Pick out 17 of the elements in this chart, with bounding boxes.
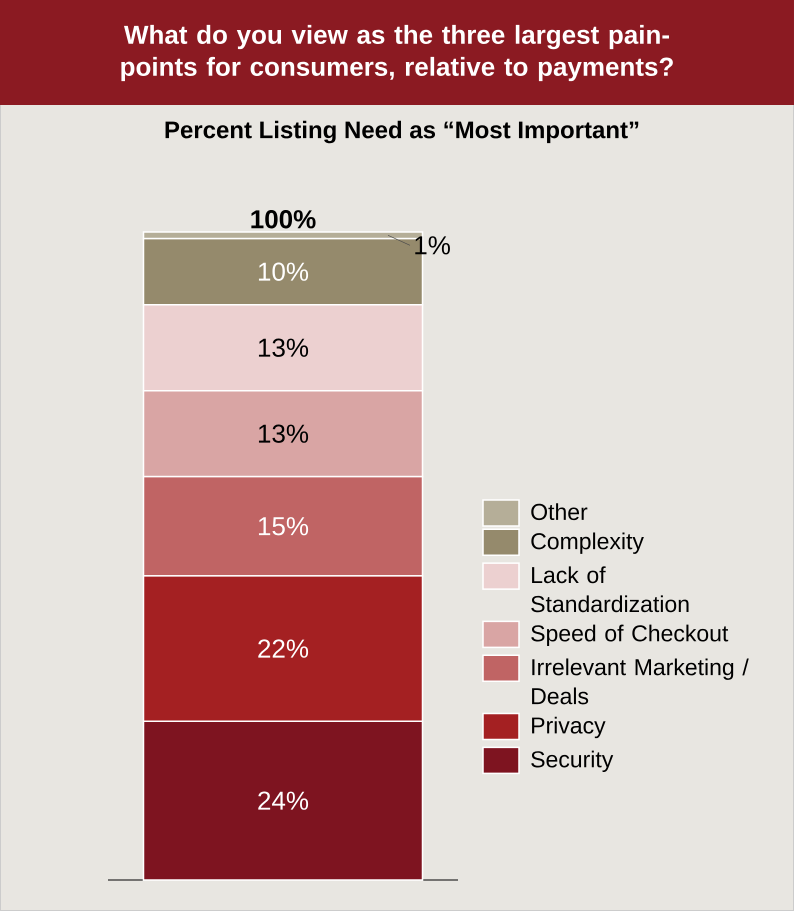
data-label: 13% [258,338,308,357]
legend-label: Privacy [532,716,606,738]
data-label: 15% [258,517,308,536]
legend-label: Speed of Checkout [531,624,728,646]
legend-label: Irrelevant Marketing / Deals [532,658,749,704]
chart-title: What do you view as the three largest pain-points for consumers, relative to payments? [121,24,673,82]
data-label: 22% [258,639,308,658]
legend-label: Complexity [531,532,644,554]
legend-label: Other [531,503,588,520]
total-label: 100% [251,210,316,228]
chart-subtitle: Percent Listing Need as “Most Important” [166,120,638,144]
data-label: 24% [258,791,308,810]
data-label: 1% [415,236,450,254]
legend-label: Security [531,750,614,772]
legend-label: Lack of Standardization [531,566,689,612]
data-label: 10% [258,262,308,281]
data-label: 13% [258,424,308,443]
